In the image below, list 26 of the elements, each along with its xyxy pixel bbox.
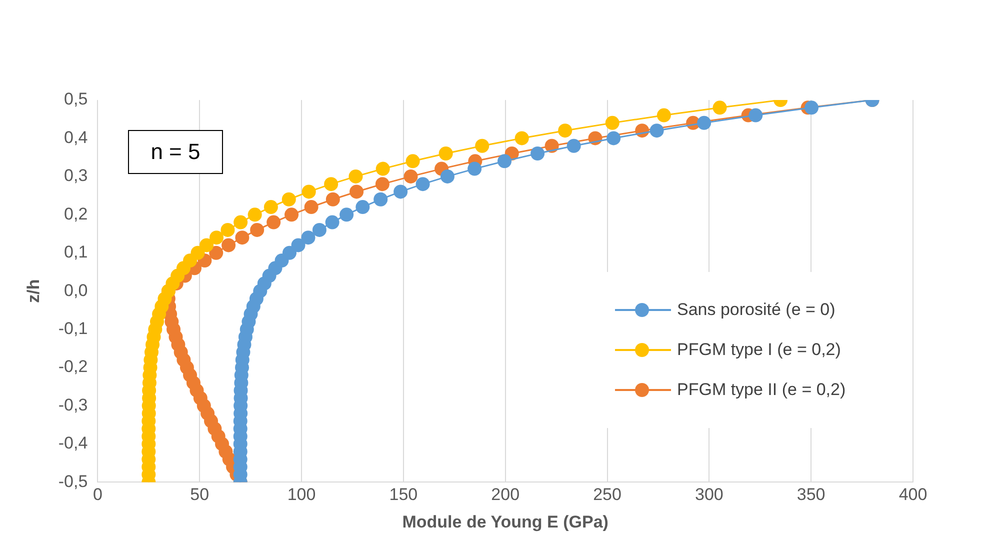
x-tick-label: 0 [92, 485, 102, 504]
y-tick-label: 0,5 [64, 90, 88, 109]
y-axis-title: z/h [24, 279, 43, 303]
y-tick-label: 0,1 [64, 242, 88, 262]
legend-label: PFGM type I (e = 0,2) [677, 340, 841, 360]
y-tick-label: -0,5 [58, 472, 88, 491]
x-tick-label: 50 [190, 485, 210, 504]
x-axis-title: Module de Young E (GPa) [402, 512, 608, 532]
x-tick-label: 250 [593, 485, 622, 504]
y-tick-label: 0,4 [64, 128, 88, 147]
x-tick-label: 200 [491, 485, 520, 504]
y-tick-label: -0,2 [58, 357, 88, 376]
legend-label: Sans porosité (e = 0) [677, 300, 836, 320]
x-tick-label: 150 [389, 485, 418, 504]
x-tick-label: 300 [694, 485, 724, 504]
x-tick-label: 350 [796, 485, 826, 504]
annotation: n = 5 [128, 130, 224, 174]
y-tick-label: 0,2 [64, 204, 88, 224]
legend-label: PFGM type II (e = 0,2) [677, 380, 846, 400]
y-tick-label: 0,0 [64, 280, 88, 300]
y-tick-label: -0,4 [58, 434, 88, 453]
y-tick-label: -0,1 [58, 319, 88, 338]
x-tick-label: 100 [287, 485, 316, 504]
y-tick-label: -0,3 [58, 395, 88, 414]
y-tick-label: 0,3 [64, 166, 88, 186]
x-tick-label: 400 [898, 485, 928, 504]
